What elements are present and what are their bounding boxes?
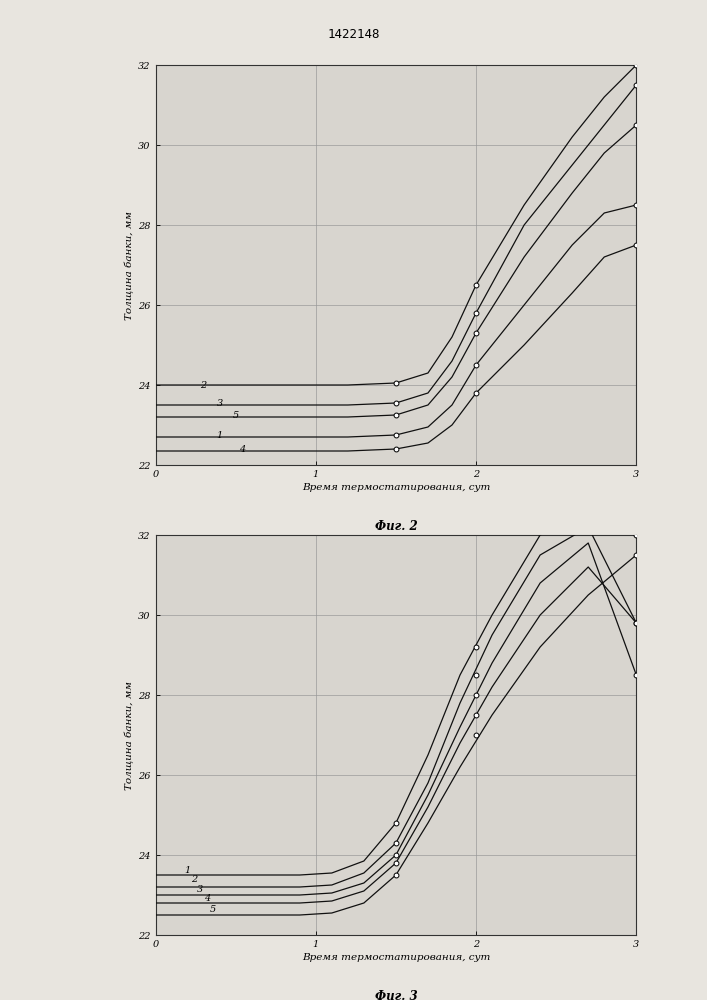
Y-axis label: Толщина банки, мм: Толщина банки, мм — [124, 211, 134, 320]
Text: Фиг. 3: Фиг. 3 — [375, 990, 417, 1000]
Text: 1: 1 — [216, 431, 223, 440]
Text: 5: 5 — [233, 411, 239, 420]
Text: 3: 3 — [197, 885, 204, 894]
Text: 4: 4 — [204, 894, 210, 903]
Y-axis label: Толщина банки, мм: Толщина банки, мм — [124, 680, 134, 790]
Text: Фиг. 2: Фиг. 2 — [375, 520, 417, 533]
Text: 5: 5 — [210, 905, 216, 914]
X-axis label: Время термостатирования, сут: Время термостатирования, сут — [302, 953, 490, 962]
Text: 2: 2 — [191, 875, 197, 884]
Text: 3: 3 — [216, 399, 223, 408]
Text: 4: 4 — [239, 445, 245, 454]
Text: 2: 2 — [200, 381, 206, 390]
Text: 1: 1 — [185, 866, 191, 875]
Text: 1422148: 1422148 — [327, 28, 380, 41]
X-axis label: Время термостатирования, сут: Время термостатирования, сут — [302, 483, 490, 492]
